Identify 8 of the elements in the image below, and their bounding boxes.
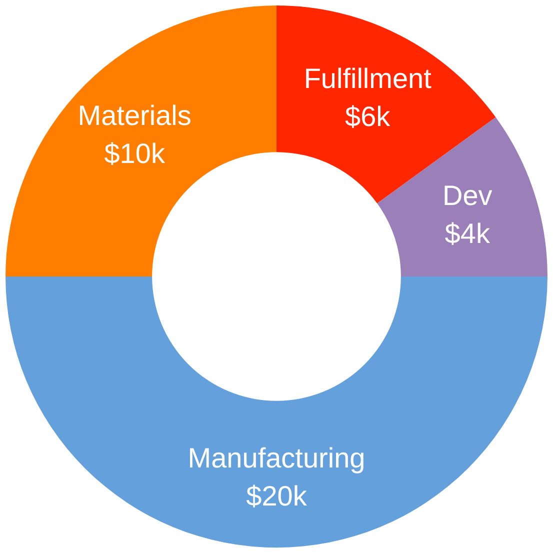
data-label: $4k xyxy=(444,218,491,249)
data-label: $20k xyxy=(246,480,308,512)
slice-label: Manufacturing xyxy=(188,442,366,474)
data-label: $10k xyxy=(104,138,166,170)
slice-label: Dev xyxy=(442,180,492,211)
slice-label: Fulfillment xyxy=(304,63,432,94)
slice-label: Materials xyxy=(78,100,192,132)
data-label: $6k xyxy=(345,101,392,132)
